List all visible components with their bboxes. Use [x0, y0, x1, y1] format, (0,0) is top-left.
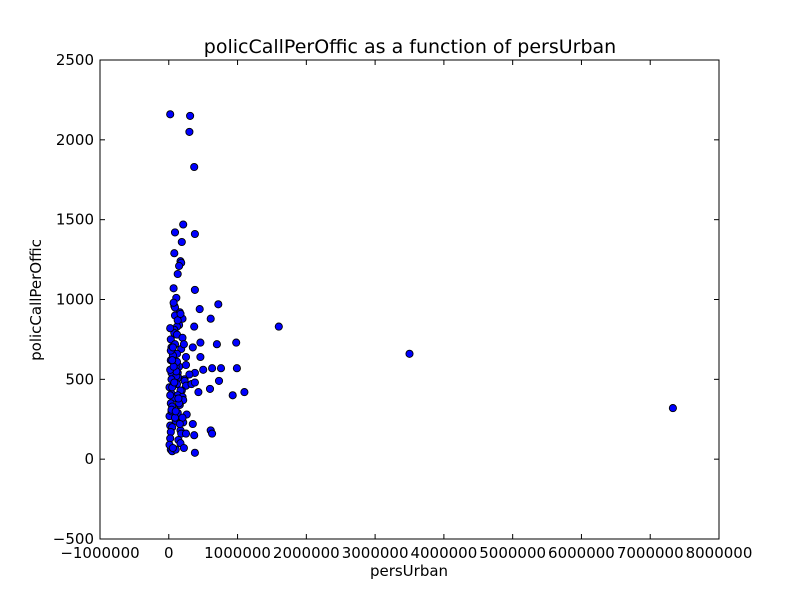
y-tick-label: 1500: [56, 211, 94, 229]
data-point: [175, 261, 184, 271]
data-point: [169, 284, 178, 293]
data-points: [165, 110, 677, 457]
data-point: [168, 443, 177, 453]
data-point: [185, 127, 194, 136]
data-point: [190, 431, 199, 440]
axis-ticks: −1000000 0 1000000 2000000 3000000 4000000 500…: [53, 51, 753, 562]
y-tick-label: 2000: [56, 131, 94, 149]
data-point: [212, 340, 221, 349]
x-tick-label: 1000000: [204, 544, 271, 562]
y-tick-label: 2500: [56, 51, 94, 69]
x-tick-label: −1000000: [60, 544, 139, 562]
chart-title: policCallPerOffic as a function of persU…: [204, 36, 616, 58]
data-point: [181, 352, 191, 362]
x-tick-label: 4000000: [410, 544, 477, 562]
x-tick-label: 0: [164, 544, 174, 562]
x-tick-label: 3000000: [342, 544, 409, 562]
data-point: [177, 237, 186, 247]
data-point: [274, 322, 283, 331]
data-point: [170, 249, 179, 258]
data-point: [190, 378, 199, 387]
data-point: [208, 429, 217, 438]
data-point: [190, 322, 199, 331]
data-point: [186, 111, 195, 120]
data-point: [190, 229, 199, 239]
y-tick-label: 0: [84, 450, 94, 468]
data-point: [185, 370, 194, 379]
data-point: [214, 376, 224, 385]
data-point: [168, 343, 177, 352]
data-point: [166, 324, 175, 333]
data-point: [170, 378, 179, 387]
data-point: [208, 364, 217, 373]
data-point: [168, 356, 177, 365]
data-point: [181, 360, 191, 370]
data-point: [179, 443, 188, 453]
data-point: [196, 338, 205, 347]
data-point: [195, 305, 204, 314]
data-point: [176, 309, 185, 318]
data-point: [179, 340, 188, 349]
data-point: [179, 220, 188, 229]
data-point: [405, 349, 414, 358]
data-point: [206, 314, 215, 323]
y-tick-label: 1000: [56, 291, 94, 309]
x-tick-label: 7000000: [617, 544, 684, 562]
x-tick-label: 5000000: [479, 544, 546, 562]
data-point: [175, 419, 184, 429]
data-point: [232, 338, 241, 347]
plot-frame: [99, 59, 720, 540]
data-point: [181, 429, 191, 438]
y-tick-label: −500: [53, 530, 94, 548]
x-axis-label: persUrban: [370, 562, 448, 580]
data-point: [188, 343, 197, 352]
x-tick-label: 8000000: [686, 544, 753, 562]
data-point: [668, 404, 677, 413]
y-tick-label: 500: [65, 370, 94, 388]
data-point: [240, 388, 249, 397]
x-tick-label: 6000000: [548, 544, 615, 562]
data-point: [170, 228, 180, 237]
data-point: [216, 364, 226, 373]
data-point: [169, 298, 178, 307]
x-tick-label: 2000000: [273, 544, 340, 562]
data-point: [190, 285, 199, 294]
y-axis-label: policCallPerOffic: [27, 239, 45, 361]
data-point: [205, 384, 215, 393]
data-point: [228, 391, 237, 400]
data-point: [166, 391, 175, 400]
data-point: [190, 448, 199, 457]
data-point: [199, 365, 208, 374]
data-point: [188, 419, 197, 429]
data-point: [190, 162, 199, 172]
data-point: [171, 407, 180, 416]
data-point: [173, 269, 182, 279]
data-point: [196, 352, 205, 362]
data-point: [232, 364, 241, 373]
data-point: [194, 388, 203, 397]
data-point: [174, 394, 183, 403]
data-point: [166, 110, 175, 119]
data-point: [214, 300, 223, 309]
